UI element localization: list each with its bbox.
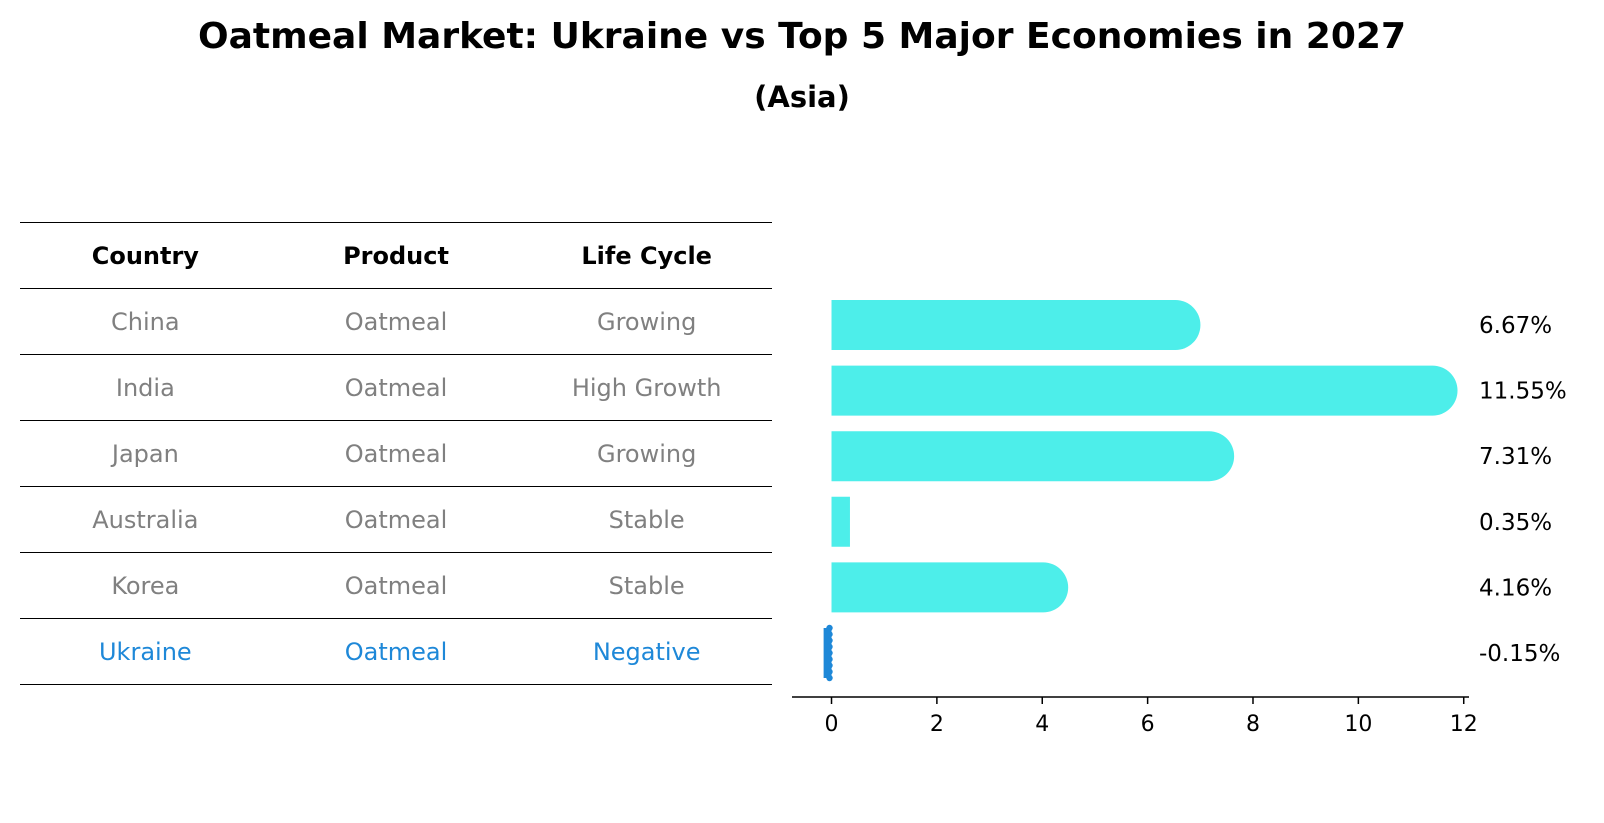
cell-life-cycle: Stable	[608, 571, 685, 600]
bar-korea	[831, 562, 1069, 613]
header-product: Product	[343, 241, 449, 270]
value-label: 7.31%	[1479, 444, 1552, 470]
negative-marker-dot	[826, 656, 833, 663]
x-tick-label: 8	[1246, 712, 1260, 737]
value-label: 0.35%	[1479, 510, 1552, 536]
table-header-row: Country Product Life Cycle	[20, 222, 772, 288]
bar-negative-markers	[826, 624, 833, 682]
table-row-highlight: Ukraine Oatmeal Negative	[20, 618, 772, 685]
x-tick-label: 6	[1141, 712, 1155, 737]
cell-life-cycle: Stable	[608, 505, 685, 534]
table-row: Japan Oatmeal Growing	[20, 420, 772, 486]
cell-product: Oatmeal	[344, 307, 448, 336]
chart-subtitle: (Asia)	[754, 80, 850, 114]
x-tick-label: 12	[1450, 712, 1478, 737]
cell-product: Oatmeal	[344, 373, 448, 402]
bar-china	[831, 300, 1201, 350]
bar-australia	[831, 496, 850, 547]
negative-marker-dot	[826, 643, 833, 650]
bar-india	[831, 365, 1458, 416]
x-tick-label: 2	[930, 712, 944, 737]
cell-country: Australia	[92, 505, 199, 534]
header-country: Country	[91, 241, 199, 270]
cell-life-cycle: Growing	[596, 307, 697, 336]
negative-marker-dot	[826, 637, 833, 644]
negative-marker-dot	[826, 662, 833, 669]
cell-country: Ukraine	[98, 637, 192, 666]
table-row: India Oatmeal High Growth	[20, 354, 772, 420]
market-table: Country Product Life Cycle China Oatmeal…	[20, 222, 772, 685]
chart-title: Oatmeal Market: Ukraine vs Top 5 Major E…	[198, 16, 1406, 57]
value-label: 4.16%	[1479, 575, 1552, 601]
table-row: China Oatmeal Growing	[20, 288, 772, 354]
cell-country: China	[111, 307, 180, 336]
negative-marker-dot	[826, 631, 833, 638]
cell-product: Oatmeal	[344, 571, 448, 600]
negative-marker-dot	[826, 674, 833, 682]
header-life-cycle: Life Cycle	[581, 241, 712, 270]
cell-life-cycle: Growing	[596, 439, 697, 468]
cell-product: Oatmeal	[344, 637, 448, 666]
x-tick-label: 10	[1344, 712, 1372, 737]
cell-country: Japan	[111, 439, 179, 468]
bar-japan	[831, 431, 1235, 482]
x-tick-label: 4	[1035, 712, 1049, 737]
table-row: Korea Oatmeal Stable	[20, 552, 772, 618]
cell-life-cycle: Negative	[592, 637, 701, 666]
value-label: -0.15%	[1479, 641, 1560, 667]
value-label: 11.55%	[1479, 379, 1567, 405]
cell-product: Oatmeal	[344, 439, 448, 468]
table-row: Australia Oatmeal Stable	[20, 486, 772, 552]
value-label: 6.67%	[1479, 313, 1552, 339]
negative-marker-dot	[826, 624, 833, 632]
negative-marker-dot	[826, 668, 833, 675]
cell-life-cycle: High Growth	[571, 373, 722, 402]
cell-product: Oatmeal	[344, 505, 448, 534]
cell-country: India	[115, 373, 175, 402]
cell-country: Korea	[111, 571, 180, 600]
negative-marker-dot	[826, 649, 833, 657]
x-tick-label: 0	[825, 712, 839, 737]
